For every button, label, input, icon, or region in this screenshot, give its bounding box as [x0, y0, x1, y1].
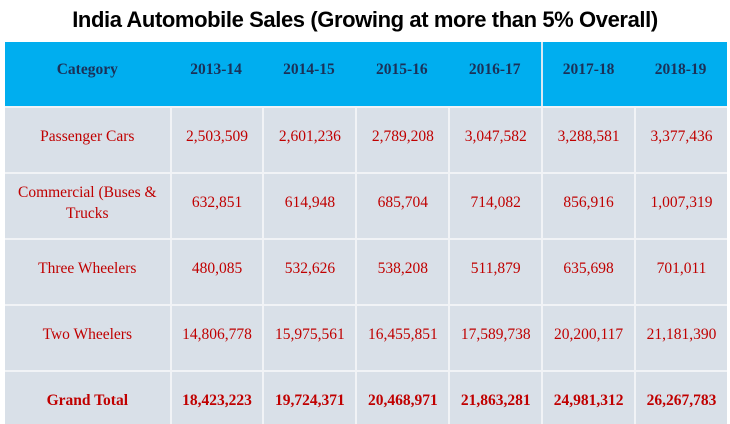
row-value-cell: 480,085: [169, 238, 263, 304]
table-row: Grand Total 18,423,223 19,724,371 20,468,97…: [5, 370, 727, 424]
header-cell-year: 2016-17: [448, 42, 542, 106]
header-cell-year: 2018-19: [634, 42, 727, 106]
row-value-cell: 538,208: [355, 238, 449, 304]
row-value-cell: 14,806,778: [169, 304, 263, 370]
row-value-cell: 632,851: [169, 172, 263, 238]
row-category-cell: Commercial (Buses & Trucks: [5, 172, 170, 238]
row-value-cell: 15,975,561: [262, 304, 356, 370]
header-cell-year: 2017-18: [541, 42, 635, 106]
row-value-cell: 532,626: [262, 238, 356, 304]
row-value-cell: 685,704: [355, 172, 449, 238]
row-value-cell: 3,047,582: [448, 106, 542, 172]
row-value-cell: 19,724,371: [262, 370, 356, 424]
sales-table: Category 2013-14 2014-15 2015-16 2016-17 2017…: [5, 42, 727, 424]
table-header: Category 2013-14 2014-15 2015-16 2016-17 2017…: [5, 42, 727, 106]
table-row: Passenger Cars 2,503,509 2,601,236 2,789,20…: [5, 106, 727, 172]
row-value-cell: 701,011: [634, 238, 727, 304]
header-cell-year: 2014-15: [262, 42, 356, 106]
row-value-cell: 20,468,971: [355, 370, 449, 424]
row-value-cell: 2,503,509: [169, 106, 263, 172]
row-value-cell: 635,698: [541, 238, 635, 304]
page-title: India Automobile Sales (Growing at more …: [72, 7, 658, 32]
row-category-cell: Grand Total: [5, 370, 170, 424]
table-header-row: Category 2013-14 2014-15 2015-16 2016-17 2017…: [5, 42, 727, 106]
row-value-cell: 20,200,117: [541, 304, 635, 370]
row-value-cell: 614,948: [262, 172, 356, 238]
header-cell-category: Category: [5, 42, 170, 106]
table-body: Passenger Cars 2,503,509 2,601,236 2,789,20…: [5, 106, 727, 424]
row-value-cell: 1,007,319: [634, 172, 727, 238]
row-value-cell: 24,981,312: [541, 370, 635, 424]
row-category-cell: Passenger Cars: [5, 106, 170, 172]
row-value-cell: 3,377,436: [634, 106, 727, 172]
row-value-cell: 21,863,281: [448, 370, 542, 424]
page: India Automobile Sales (Growing at more …: [0, 7, 730, 424]
row-value-cell: 511,879: [448, 238, 542, 304]
row-value-cell: 18,423,223: [169, 370, 263, 424]
table-row: Commercial (Buses & Trucks 632,851 614,948…: [5, 172, 727, 238]
row-value-cell: 2,601,236: [262, 106, 356, 172]
header-cell-year: 2013-14: [169, 42, 263, 106]
row-value-cell: 17,589,738: [448, 304, 542, 370]
row-value-cell: 3,288,581: [541, 106, 635, 172]
row-value-cell: 856,916: [541, 172, 635, 238]
table-row: Three Wheelers 480,085 532,626 538,208 511,8…: [5, 238, 727, 304]
row-value-cell: 21,181,390: [634, 304, 727, 370]
row-value-cell: 26,267,783: [634, 370, 727, 424]
row-category-cell: Two Wheelers: [5, 304, 170, 370]
row-category-cell: Three Wheelers: [5, 238, 170, 304]
row-value-cell: 714,082: [448, 172, 542, 238]
table-row: Two Wheelers 14,806,778 15,975,561 16,455,8…: [5, 304, 727, 370]
row-value-cell: 2,789,208: [355, 106, 449, 172]
row-value-cell: 16,455,851: [355, 304, 449, 370]
header-cell-year: 2015-16: [355, 42, 449, 106]
